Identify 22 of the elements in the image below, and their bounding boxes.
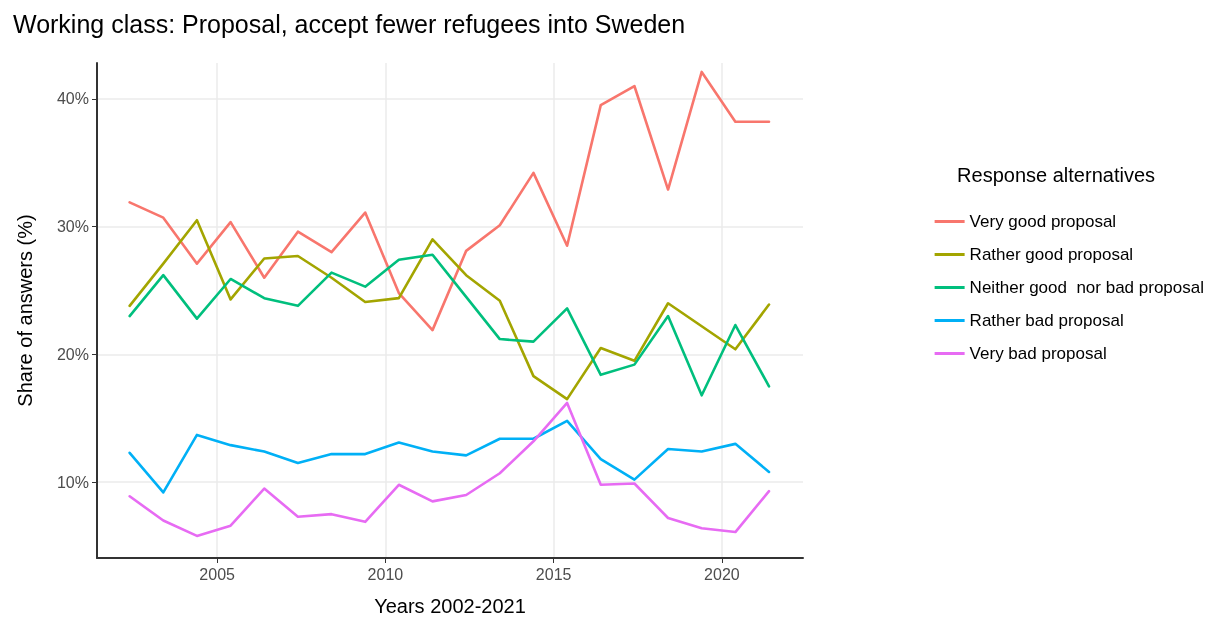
line-series <box>128 419 771 494</box>
line-series <box>128 218 771 401</box>
chart-title: Working class: Proposal, accept fewer refugees into Sweden <box>13 9 686 38</box>
x-tick-label: 2020 <box>704 565 740 583</box>
legend-label: Rather bad proposal <box>969 311 1124 330</box>
y-tick-label: 20% <box>56 345 89 363</box>
y-axis-title: Share of answers (%) <box>14 214 36 407</box>
legend-label: Very bad proposal <box>969 344 1107 363</box>
y-tick-label: 30% <box>56 218 89 236</box>
legend-label: Rather good proposal <box>969 245 1134 264</box>
x-tick-label: 2010 <box>367 565 404 583</box>
line-series <box>128 253 771 397</box>
x-axis-title: Years 2002-2021 <box>374 595 526 617</box>
legend-label: Neither good nor bad proposal <box>969 278 1205 297</box>
line-series <box>128 70 771 332</box>
y-tick-label: 10% <box>56 473 89 491</box>
legend-title: Response alternatives <box>957 164 1155 186</box>
y-tick-label: 40% <box>56 90 89 108</box>
x-tick-label: 2005 <box>199 565 236 583</box>
legend-label: Very good proposal <box>969 212 1117 231</box>
line-series <box>128 401 771 538</box>
x-tick-label: 2015 <box>535 565 572 583</box>
